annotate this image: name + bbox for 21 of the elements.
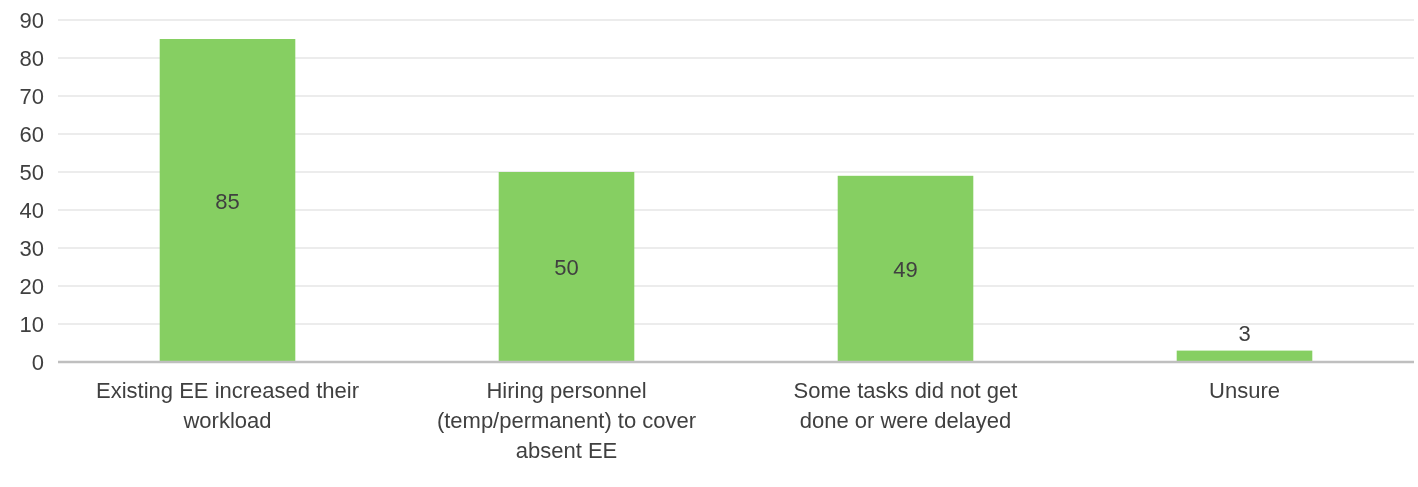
y-tick-label: 40: [19, 197, 44, 223]
y-tick-label: 30: [19, 235, 44, 261]
y-tick-label: 50: [19, 159, 44, 185]
x-tick-label: Hiring personnel (temp/permanent) to cover absent EE: [436, 378, 697, 463]
y-tick-label: 70: [19, 83, 44, 109]
y-tick-label: 80: [19, 45, 44, 71]
bar: [159, 39, 296, 362]
y-tick-label: 20: [19, 273, 44, 299]
x-tick-label: Some tasks did not get done or were delayed: [793, 378, 1018, 433]
data-label: 85: [215, 188, 240, 214]
y-tick-label: 60: [19, 121, 44, 147]
y-tick-label: 10: [19, 311, 44, 337]
x-tick-label: Existing EE increased their workload: [96, 378, 359, 433]
y-tick-label: 90: [19, 7, 44, 33]
bar: [498, 172, 635, 362]
y-tick-label: 0: [31, 349, 44, 375]
data-label: 3: [1238, 320, 1251, 346]
bar: [837, 175, 974, 362]
data-label: 49: [893, 256, 918, 282]
data-label: 50: [554, 255, 579, 280]
x-tick-label: Unsure: [1209, 378, 1280, 403]
